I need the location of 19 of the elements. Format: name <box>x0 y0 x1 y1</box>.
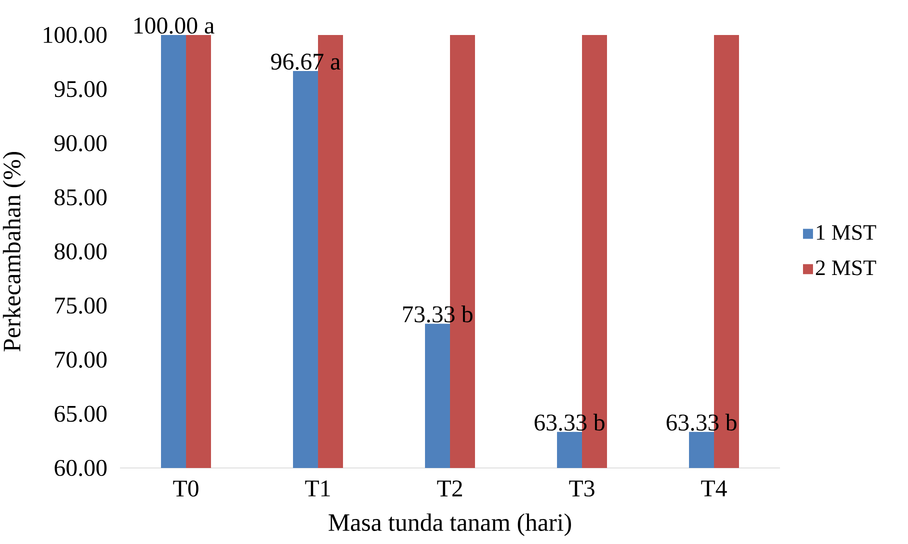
y-tick-label: 80.00 <box>54 243 107 260</box>
x-tick-label: T0 <box>173 480 198 497</box>
legend-label: 2 MST <box>816 260 876 276</box>
y-tick-label: 90.00 <box>54 135 107 152</box>
y-axis-title: Perkecambahan (%) <box>2 152 26 352</box>
y-tick-label: 70.00 <box>55 352 107 368</box>
x-tick-label: T2 <box>437 480 462 496</box>
y-tick-label: 95.00 <box>54 80 107 98</box>
y-tick-label: 65.00 <box>54 406 107 422</box>
y-tick-label: 60.00 <box>54 460 107 476</box>
y-tick-label: 100.00 <box>44 26 107 44</box>
x-axis-title: Masa tunda tanam (hari) <box>328 513 571 536</box>
legend-label: 1 MST <box>816 225 876 240</box>
x-tick-label: T1 <box>305 480 330 496</box>
y-tick-label: 75.00 <box>55 297 107 314</box>
x-tick-label: T4 <box>701 480 727 496</box>
data-label: 100.00 a <box>134 18 214 34</box>
y-tick-label: 85.00 <box>54 189 107 206</box>
x-tick-label: T3 <box>569 480 594 497</box>
